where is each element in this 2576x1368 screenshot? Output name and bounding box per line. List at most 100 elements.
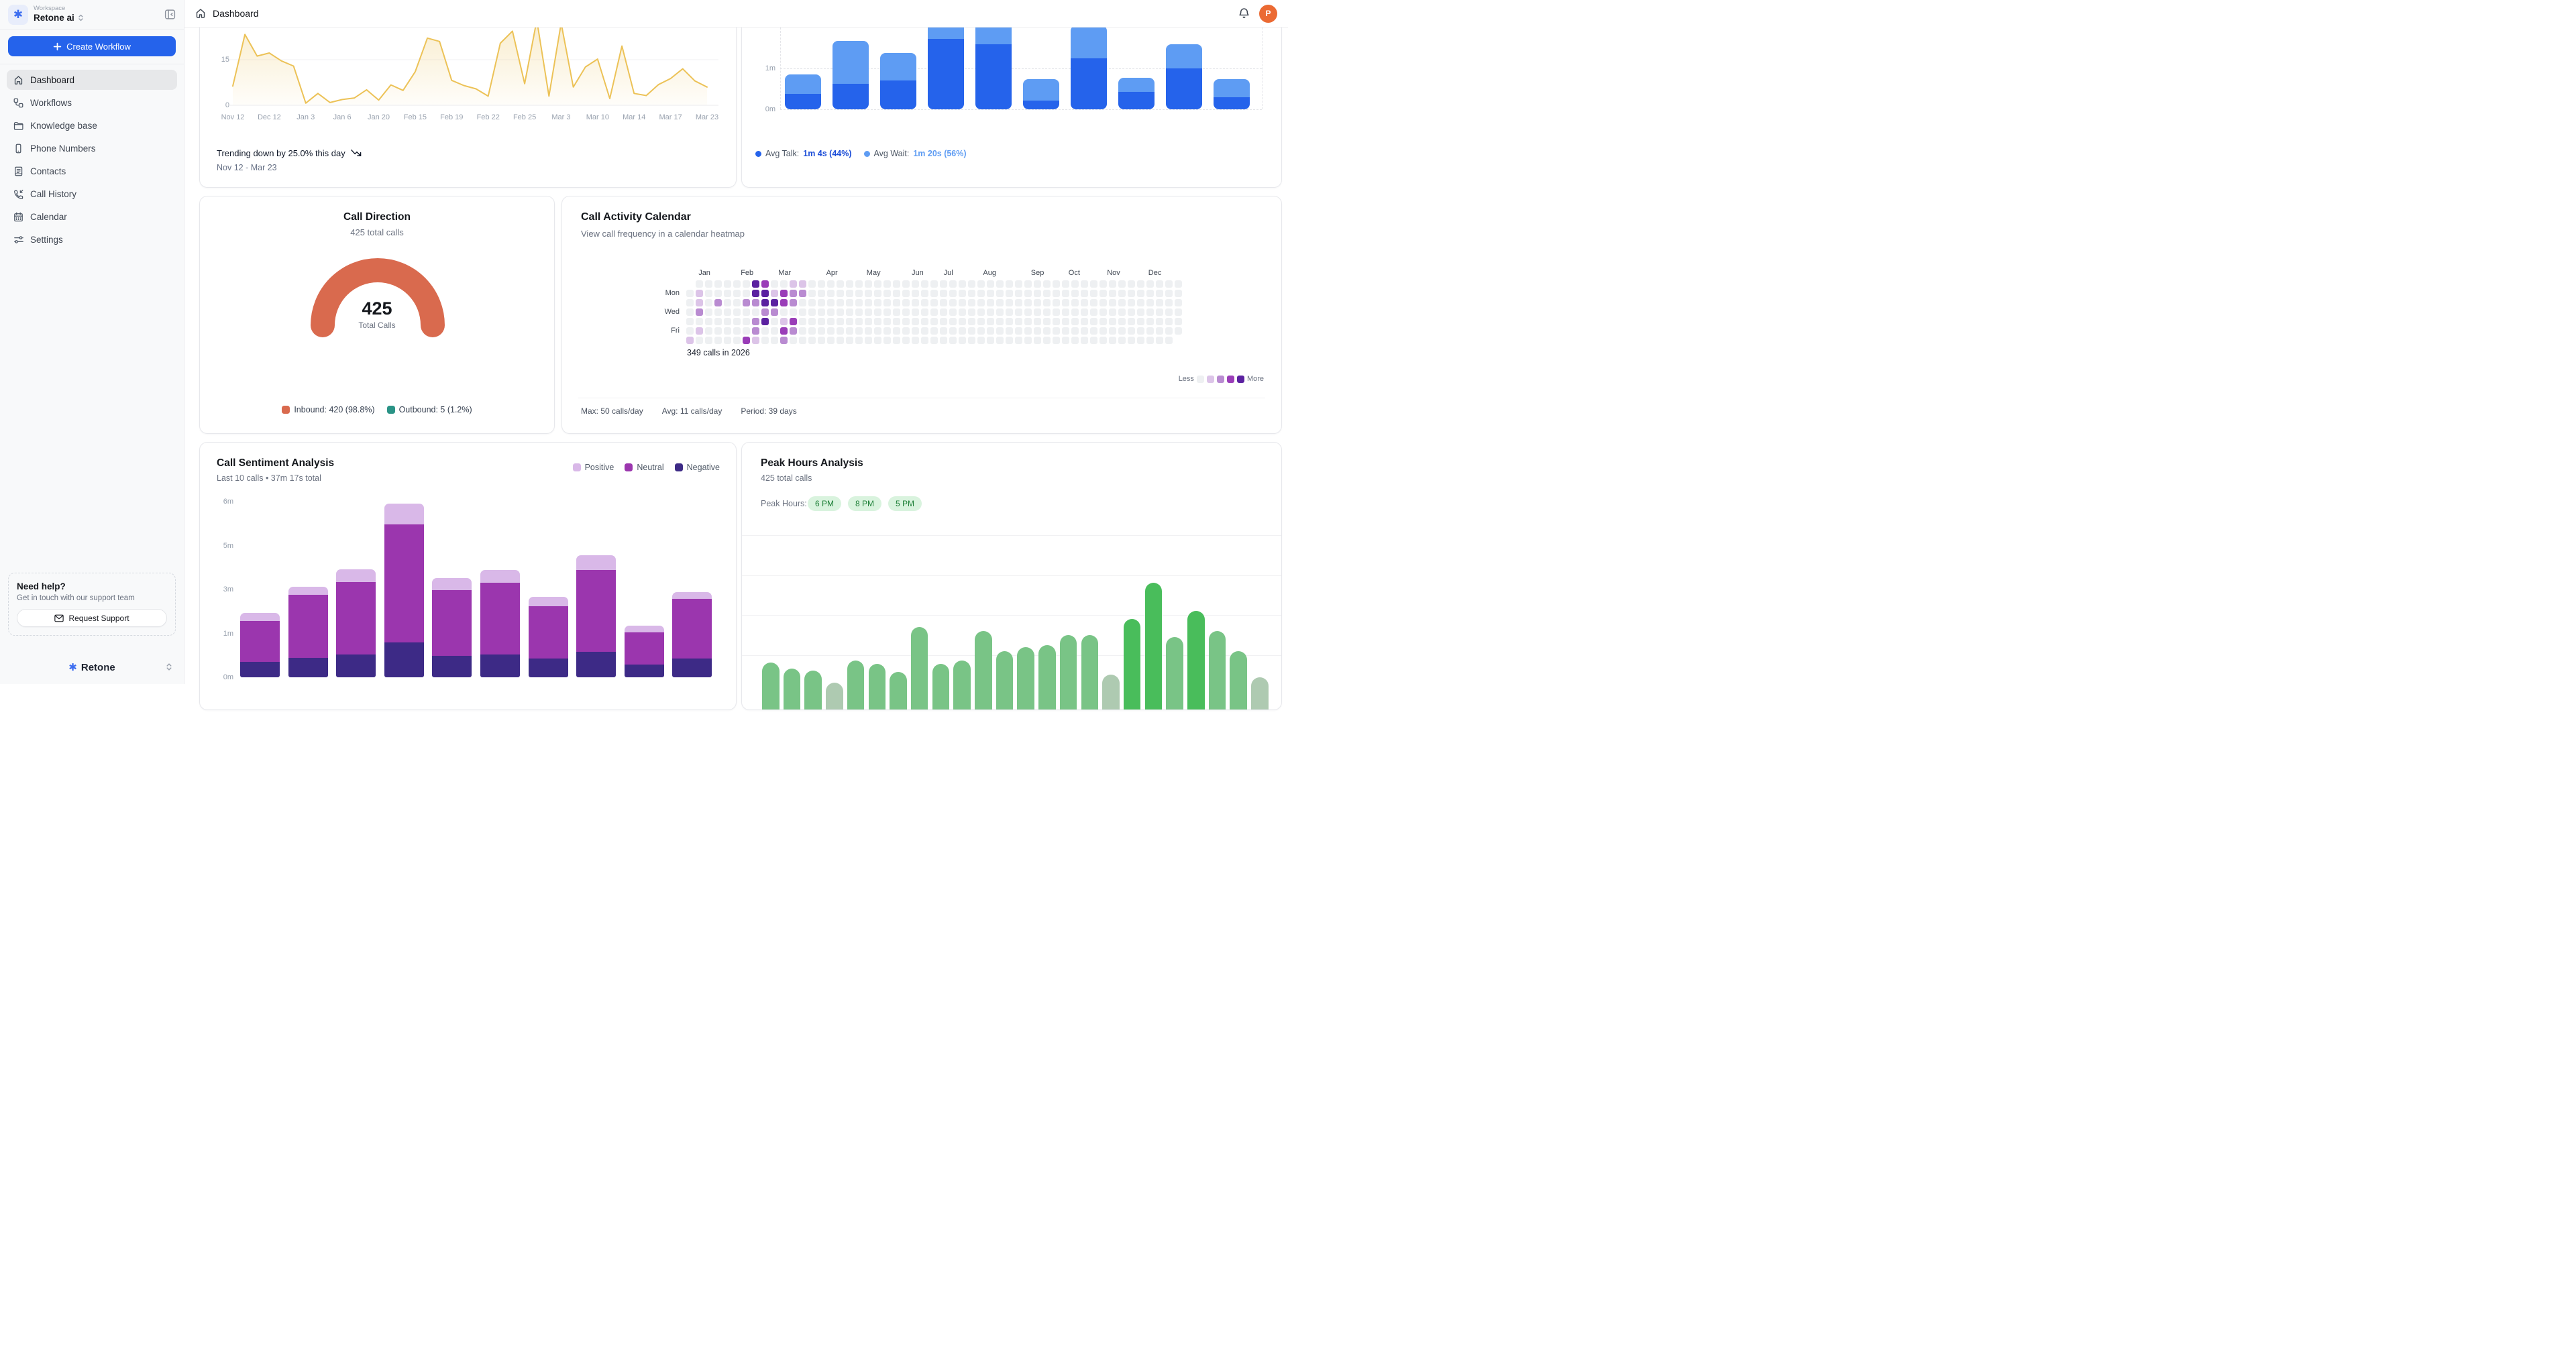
heatmap-cell[interactable] <box>827 308 835 316</box>
heatmap-cell[interactable] <box>987 318 994 325</box>
heatmap-cell[interactable] <box>930 308 938 316</box>
heatmap-cell[interactable] <box>893 299 900 306</box>
heatmap-cell[interactable] <box>790 318 797 325</box>
heatmap-cell[interactable] <box>1146 327 1154 335</box>
heatmap-cell[interactable] <box>808 308 816 316</box>
heatmap-cell[interactable] <box>1071 299 1079 306</box>
heatmap-cell[interactable] <box>977 308 985 316</box>
heatmap-cell[interactable] <box>696 290 703 297</box>
heatmap-cell[interactable] <box>883 318 891 325</box>
heatmap-cell[interactable] <box>846 327 853 335</box>
heatmap-cell[interactable] <box>1053 290 1060 297</box>
heatmap-cell[interactable] <box>771 280 778 288</box>
heatmap-cell[interactable] <box>752 327 759 335</box>
heatmap-cell[interactable] <box>790 308 797 316</box>
heatmap-cell[interactable] <box>686 327 694 335</box>
heatmap-cell[interactable] <box>808 290 816 297</box>
sidebar-item-call-history[interactable]: Call History <box>7 184 177 204</box>
heatmap-cell[interactable] <box>1137 280 1144 288</box>
heatmap-cell[interactable] <box>1128 280 1135 288</box>
heatmap-cell[interactable] <box>743 280 750 288</box>
heatmap-cell[interactable] <box>1090 280 1097 288</box>
heatmap-cell[interactable] <box>818 327 825 335</box>
heatmap-cell[interactable] <box>761 299 769 306</box>
heatmap-cell[interactable] <box>733 337 741 344</box>
heatmap-cell[interactable] <box>1165 327 1173 335</box>
heatmap-cell[interactable] <box>987 290 994 297</box>
heatmap-cell[interactable] <box>1109 299 1116 306</box>
heatmap-cell[interactable] <box>987 337 994 344</box>
heatmap-cell[interactable] <box>780 299 788 306</box>
heatmap-cell[interactable] <box>686 308 694 316</box>
heatmap-cell[interactable] <box>761 318 769 325</box>
heatmap-cell[interactable] <box>912 337 919 344</box>
heatmap-cell[interactable] <box>808 280 816 288</box>
heatmap-cell[interactable] <box>1071 318 1079 325</box>
heatmap-cell[interactable] <box>827 299 835 306</box>
heatmap-cell[interactable] <box>771 318 778 325</box>
heatmap-cell[interactable] <box>818 299 825 306</box>
heatmap-cell[interactable] <box>893 327 900 335</box>
heatmap-cell[interactable] <box>1156 327 1163 335</box>
heatmap-cell[interactable] <box>949 308 957 316</box>
heatmap-cell[interactable] <box>1006 308 1013 316</box>
heatmap-cell[interactable] <box>837 308 844 316</box>
heatmap-cell[interactable] <box>855 308 863 316</box>
heatmap-cell[interactable] <box>1146 337 1154 344</box>
heatmap-cell[interactable] <box>874 280 881 288</box>
heatmap-cell[interactable] <box>1118 327 1126 335</box>
heatmap-cell[interactable] <box>1043 327 1051 335</box>
heatmap-cell[interactable] <box>1081 337 1088 344</box>
heatmap-cell[interactable] <box>1137 290 1144 297</box>
heatmap-cell[interactable] <box>1024 327 1032 335</box>
heatmap-cell[interactable] <box>1043 299 1051 306</box>
heatmap-cell[interactable] <box>865 308 872 316</box>
heatmap-cell[interactable] <box>827 327 835 335</box>
heatmap-cell[interactable] <box>1165 308 1173 316</box>
heatmap-cell[interactable] <box>1053 327 1060 335</box>
heatmap-cell[interactable] <box>1062 290 1069 297</box>
heatmap-cell[interactable] <box>790 280 797 288</box>
heatmap-cell[interactable] <box>1081 308 1088 316</box>
heatmap-cell[interactable] <box>799 290 806 297</box>
heatmap-cell[interactable] <box>977 280 985 288</box>
heatmap-cell[interactable] <box>968 280 975 288</box>
heatmap-cell[interactable] <box>1015 327 1022 335</box>
heatmap-cell[interactable] <box>930 327 938 335</box>
heatmap-cell[interactable] <box>1175 299 1182 306</box>
heatmap-cell[interactable] <box>818 337 825 344</box>
heatmap-cell[interactable] <box>949 280 957 288</box>
heatmap-cell[interactable] <box>714 337 722 344</box>
heatmap-cell[interactable] <box>743 290 750 297</box>
heatmap-cell[interactable] <box>1081 280 1088 288</box>
heatmap-cell[interactable] <box>724 337 731 344</box>
heatmap-cell[interactable] <box>865 299 872 306</box>
heatmap-cell[interactable] <box>912 290 919 297</box>
heatmap-cell[interactable] <box>1118 337 1126 344</box>
heatmap-cell[interactable] <box>912 280 919 288</box>
heatmap-cell[interactable] <box>733 318 741 325</box>
heatmap-cell[interactable] <box>771 327 778 335</box>
heatmap-cell[interactable] <box>930 299 938 306</box>
heatmap-cell[interactable] <box>874 299 881 306</box>
heatmap-cell[interactable] <box>977 290 985 297</box>
heatmap-cell[interactable] <box>883 299 891 306</box>
heatmap-cell[interactable] <box>1043 290 1051 297</box>
heatmap-cell[interactable] <box>874 290 881 297</box>
heatmap-cell[interactable] <box>799 327 806 335</box>
heatmap-cell[interactable] <box>1118 280 1126 288</box>
heatmap-cell[interactable] <box>1175 327 1182 335</box>
heatmap-cell[interactable] <box>714 290 722 297</box>
heatmap-cell[interactable] <box>1137 308 1144 316</box>
heatmap-cell[interactable] <box>883 327 891 335</box>
heatmap-cell[interactable] <box>1034 308 1041 316</box>
heatmap-cell[interactable] <box>968 327 975 335</box>
heatmap-cell[interactable] <box>696 280 703 288</box>
heatmap-cell[interactable] <box>1081 327 1088 335</box>
heatmap-cell[interactable] <box>1024 337 1032 344</box>
heatmap-cell[interactable] <box>1062 337 1069 344</box>
heatmap-cell[interactable] <box>1034 327 1041 335</box>
heatmap-cell[interactable] <box>921 318 928 325</box>
heatmap-cell[interactable] <box>1156 290 1163 297</box>
heatmap-cell[interactable] <box>1043 337 1051 344</box>
